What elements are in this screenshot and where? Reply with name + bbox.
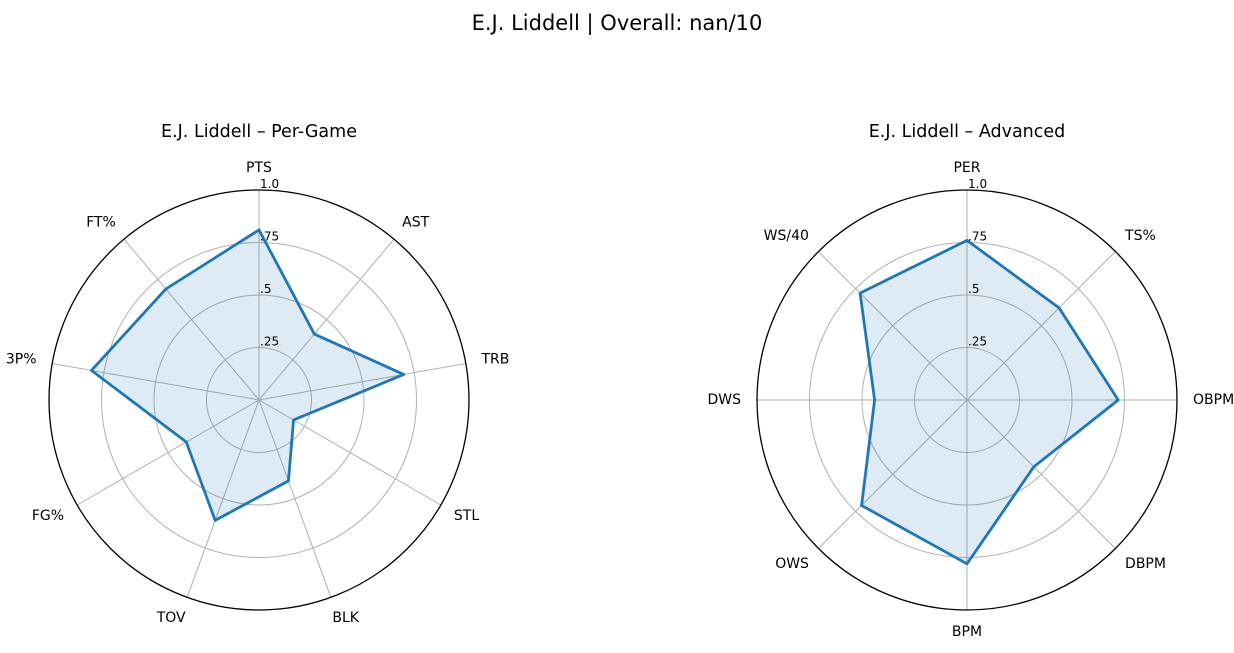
grid-spoke-ft-pct [123,238,260,401]
series-area [91,229,404,521]
category-label-obpm: OBPM [1193,392,1234,408]
grid-spoke-fg-pct [76,399,260,506]
r-tick-label: .25 [968,335,987,349]
series-line [858,238,1120,566]
category-label-stl: STL [454,508,479,524]
category-label-trb: TRB [480,352,509,368]
category-label-ast: AST [402,214,429,230]
grid-spoke-3p-pct [52,363,260,401]
grid-spoke-ts-pct [966,251,1116,401]
category-label-dws: DWS [707,392,741,408]
category-label-per: PER [953,160,980,176]
r-tick-label: .25 [260,335,279,349]
grid-spoke-dbpm [966,399,1116,549]
category-label-blk: BLK [332,610,359,626]
category-label-ows: OWS [775,556,809,572]
category-label-bpm: BPM [952,624,982,640]
r-tick-label: 1.0 [968,177,987,191]
category-label-ws-40: WS/40 [764,228,809,244]
category-label-pts: PTS [246,160,272,176]
r-tick-label: .5 [260,282,271,296]
figure-suptitle: E.J. Liddell | Overall: nan/10 [472,11,763,36]
category-label-dbpm: DBPM [1125,556,1166,572]
axes-title: E.J. Liddell – Per-Game [161,122,357,142]
series-line [90,228,406,522]
r-tick-label: .75 [968,230,987,244]
grid-spoke-blk [258,399,332,598]
category-label-ts-pct: TS% [1124,228,1156,244]
grid-spoke-ws-40 [818,251,968,401]
series-area [860,240,1119,564]
r-tick-label: .75 [260,230,279,244]
category-label-3p-pct: 3P% [6,352,37,368]
category-label-tov: TOV [156,610,186,626]
grid-spoke-tov [186,399,260,598]
grid-spoke-ows [818,399,968,549]
polar-frame [756,189,1178,611]
category-label-ft-pct: FT% [86,214,116,230]
grid-spoke-stl [258,399,442,506]
r-tick-label: .5 [968,282,979,296]
grid-spoke-trb [258,363,466,401]
r-tick-label: 1.0 [260,177,279,191]
polar-frame [48,189,470,611]
category-label-fg-pct: FG% [32,508,64,524]
axes-title: E.J. Liddell – Advanced [869,122,1066,142]
grid-spoke-ast [258,238,395,401]
